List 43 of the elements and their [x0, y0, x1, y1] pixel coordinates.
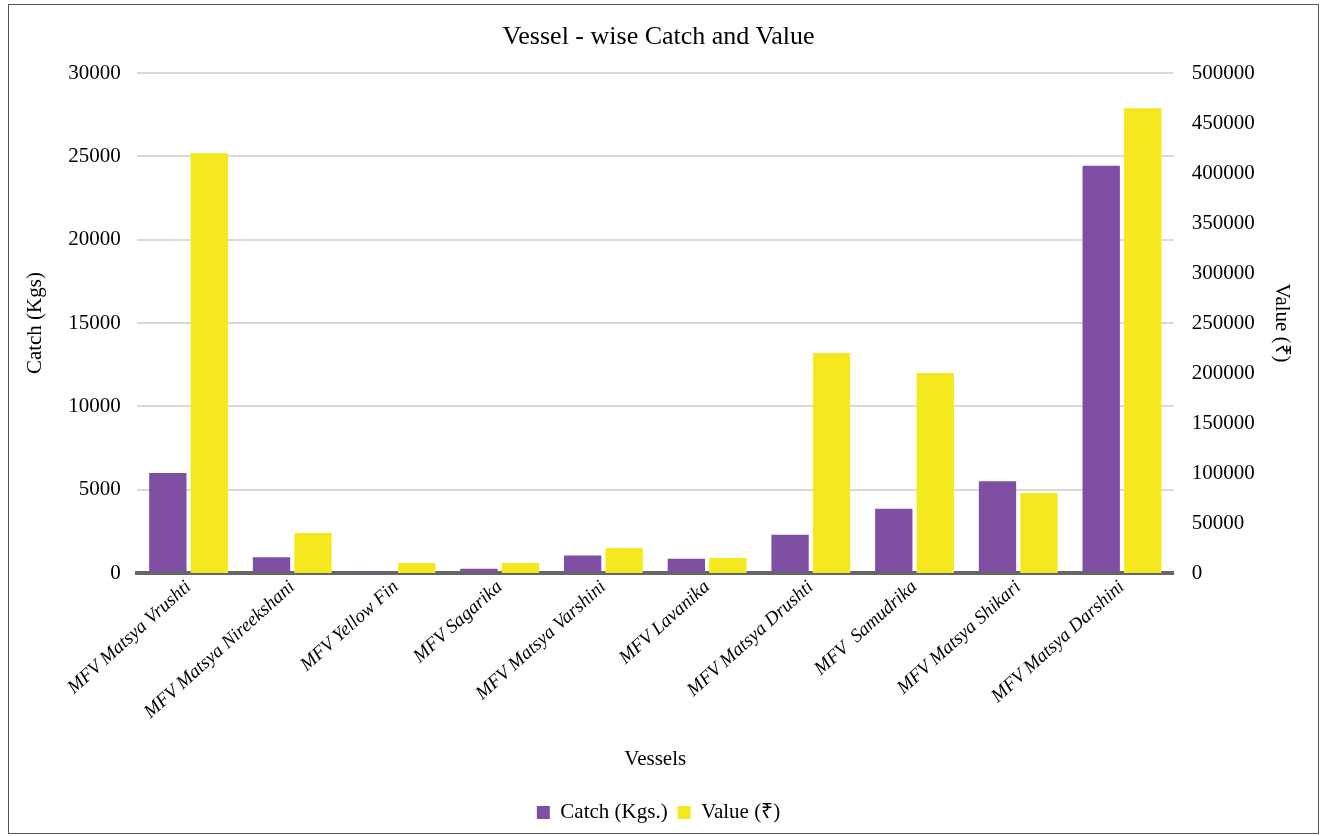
y-axis-title: Catch (Kgs) — [22, 272, 47, 375]
bar — [978, 481, 1017, 572]
y2-tick-label: 400000 — [1191, 159, 1255, 184]
y2-tick-label: 100000 — [1191, 459, 1255, 484]
bar — [916, 373, 954, 573]
bar — [812, 353, 851, 573]
y2-tick-label: 250000 — [1191, 309, 1255, 334]
bar — [875, 508, 913, 572]
y-tick-label: 15000 — [68, 309, 121, 334]
bar — [563, 555, 602, 572]
y2-tick-label: 0 — [1191, 559, 1203, 584]
y-tick-label: 30000 — [68, 59, 121, 84]
bar — [1020, 493, 1058, 573]
bar — [501, 562, 540, 573]
bar — [1124, 108, 1162, 573]
y-tick-label: 20000 — [68, 226, 121, 251]
bar — [149, 473, 187, 572]
y2-tick-label: 150000 — [1191, 409, 1255, 434]
chart-title: Vessel - wise Catch and Value — [502, 21, 815, 51]
bar — [605, 548, 643, 573]
bar — [771, 534, 809, 572]
y-tick-label: 0 — [110, 559, 121, 584]
bar — [252, 557, 291, 572]
y2-axis-title: Value (₹) — [1270, 283, 1295, 363]
bar — [294, 533, 332, 573]
y2-tick-label: 50000 — [1191, 509, 1245, 534]
y-tick-label: 25000 — [68, 143, 121, 168]
bar — [667, 558, 706, 572]
bar — [460, 568, 498, 572]
y2-tick-label: 200000 — [1191, 359, 1255, 384]
y-tick-label: 5000 — [78, 476, 121, 501]
y2-tick-label: 300000 — [1191, 259, 1255, 284]
bar — [190, 153, 228, 573]
legend-label: Value (₹) — [701, 799, 781, 824]
bar — [709, 557, 747, 573]
bar — [398, 562, 436, 573]
y2-tick-label: 500000 — [1191, 59, 1255, 84]
y-tick-label: 10000 — [68, 392, 121, 417]
x-axis-title: Vessels — [624, 745, 687, 770]
y2-tick-label: 450000 — [1191, 109, 1255, 134]
y2-tick-label: 350000 — [1191, 209, 1255, 234]
bar — [1082, 165, 1120, 572]
legend-label: Catch (Kgs.) — [560, 799, 668, 824]
